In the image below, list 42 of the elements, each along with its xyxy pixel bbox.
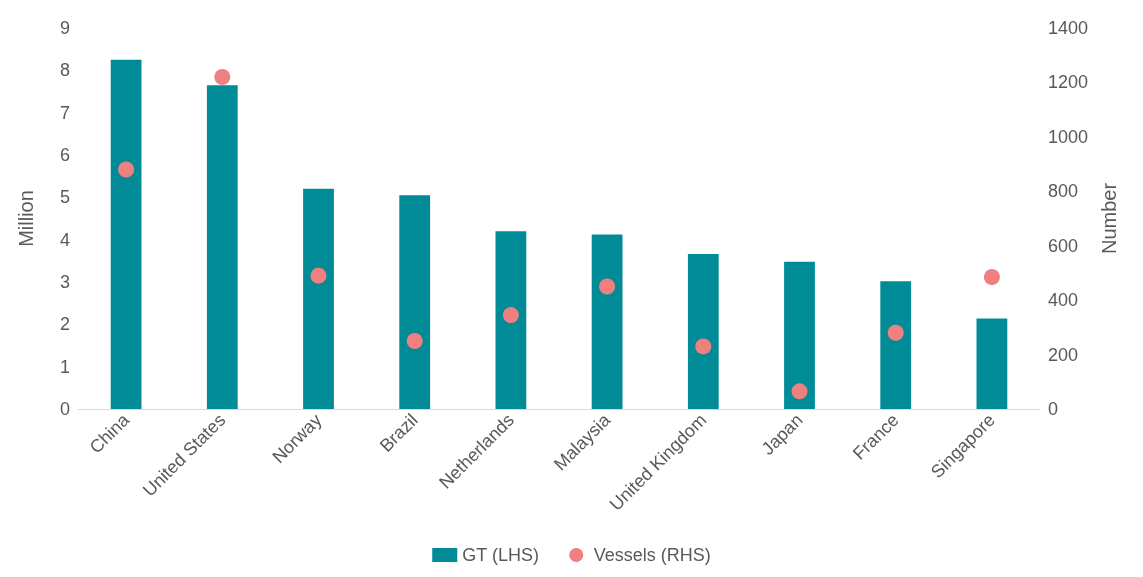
bar xyxy=(591,234,623,409)
y2-tick-label: 800 xyxy=(1048,181,1079,202)
y-tick-label: 6 xyxy=(59,145,70,165)
y2-tick-label: 400 xyxy=(1048,290,1079,311)
y-tick-label: 9 xyxy=(59,18,70,38)
bar xyxy=(110,59,142,409)
bar xyxy=(399,195,431,409)
y2-tick-label: 1200 xyxy=(1048,72,1089,93)
y2-tick-label: 200 xyxy=(1048,344,1079,365)
y2-tick-label: 0 xyxy=(1048,399,1059,419)
y-axis-title: Million xyxy=(15,190,37,247)
legend-label: GT (LHS) xyxy=(462,545,539,565)
legend-label: Vessels (RHS) xyxy=(593,545,711,565)
point xyxy=(214,68,231,85)
point xyxy=(406,332,423,349)
bar xyxy=(880,281,912,409)
y-tick-label: 7 xyxy=(59,102,70,123)
y2-tick-label: 1400 xyxy=(1048,18,1089,38)
bar xyxy=(495,231,527,409)
y-tick-label: 0 xyxy=(59,399,70,419)
point xyxy=(695,338,712,355)
bar xyxy=(687,254,719,409)
point xyxy=(502,307,519,324)
y2-tick-label: 600 xyxy=(1048,235,1079,256)
bar xyxy=(206,85,238,409)
bar xyxy=(784,261,815,409)
y-tick-label: 5 xyxy=(59,187,70,208)
point xyxy=(887,324,904,341)
y-tick-label: 8 xyxy=(59,60,70,81)
y-tick-label: 1 xyxy=(59,356,70,377)
y-tick-label: 3 xyxy=(59,272,70,292)
point xyxy=(791,383,808,400)
y2-tick-label: 1000 xyxy=(1048,126,1089,147)
bar xyxy=(303,188,334,409)
y-tick-label: 2 xyxy=(59,314,70,335)
point xyxy=(599,278,616,295)
point xyxy=(310,267,327,284)
bar xyxy=(976,318,1008,409)
point xyxy=(983,269,1000,286)
point xyxy=(118,161,135,178)
y-tick-label: 4 xyxy=(59,229,70,250)
y2-axis-title: Number xyxy=(1097,182,1120,255)
